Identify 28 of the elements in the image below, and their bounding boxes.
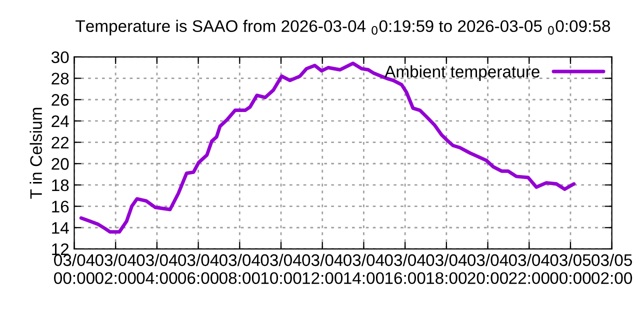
x-tick-label: 03/04 04:00 <box>136 254 178 284</box>
y-tick-label: 16 <box>52 200 69 212</box>
y-tick-label: 30 <box>51 51 69 64</box>
x-tick-label: 03/04 08:00 <box>219 254 260 284</box>
line-series <box>79 62 576 234</box>
x-tick-label: 03/04 12:00 <box>302 254 343 284</box>
y-axis-title: T in Celsium <box>30 108 42 199</box>
y-tick-label: 18 <box>52 179 69 192</box>
y-tick-label: 12 <box>52 243 69 255</box>
x-tick-label: 03/04 14:00 <box>344 254 384 284</box>
y-tick-label: 28 <box>52 72 69 84</box>
y-tick-label: 22 <box>52 136 69 148</box>
y-tick-label: 26 <box>52 94 69 106</box>
x-tick-label: 03/04 22:00 <box>508 254 550 284</box>
x-tick-label: 03/04 00:00 <box>54 254 95 284</box>
x-tick-label: 03/04 02:00 <box>95 254 136 284</box>
x-tick-label: 03/04 06:00 <box>178 254 219 284</box>
x-tick-label: 03/04 18:00 <box>426 254 467 284</box>
x-tick-label: 03/05 00:00 <box>550 254 591 284</box>
y-tick-label: 14 <box>52 222 69 234</box>
y-tick-label: 24 <box>52 115 69 127</box>
chart-title: Temperature is SAAO from 2026-03-04 $_{0}$0:19:59 to 2026-03-05 $_{0}$0:09:58 <box>76 20 610 36</box>
x-tick-label: 03/04 10:00 <box>260 254 302 284</box>
y-tick-label: 20 <box>52 158 69 170</box>
x-tick-label: 03/04 20:00 <box>468 254 508 284</box>
legend-label: Ambient temperature <box>384 65 540 81</box>
x-tick-label: 03/05 02:00 <box>592 254 632 284</box>
x-tick-label: 03/04 16:00 <box>384 254 426 284</box>
